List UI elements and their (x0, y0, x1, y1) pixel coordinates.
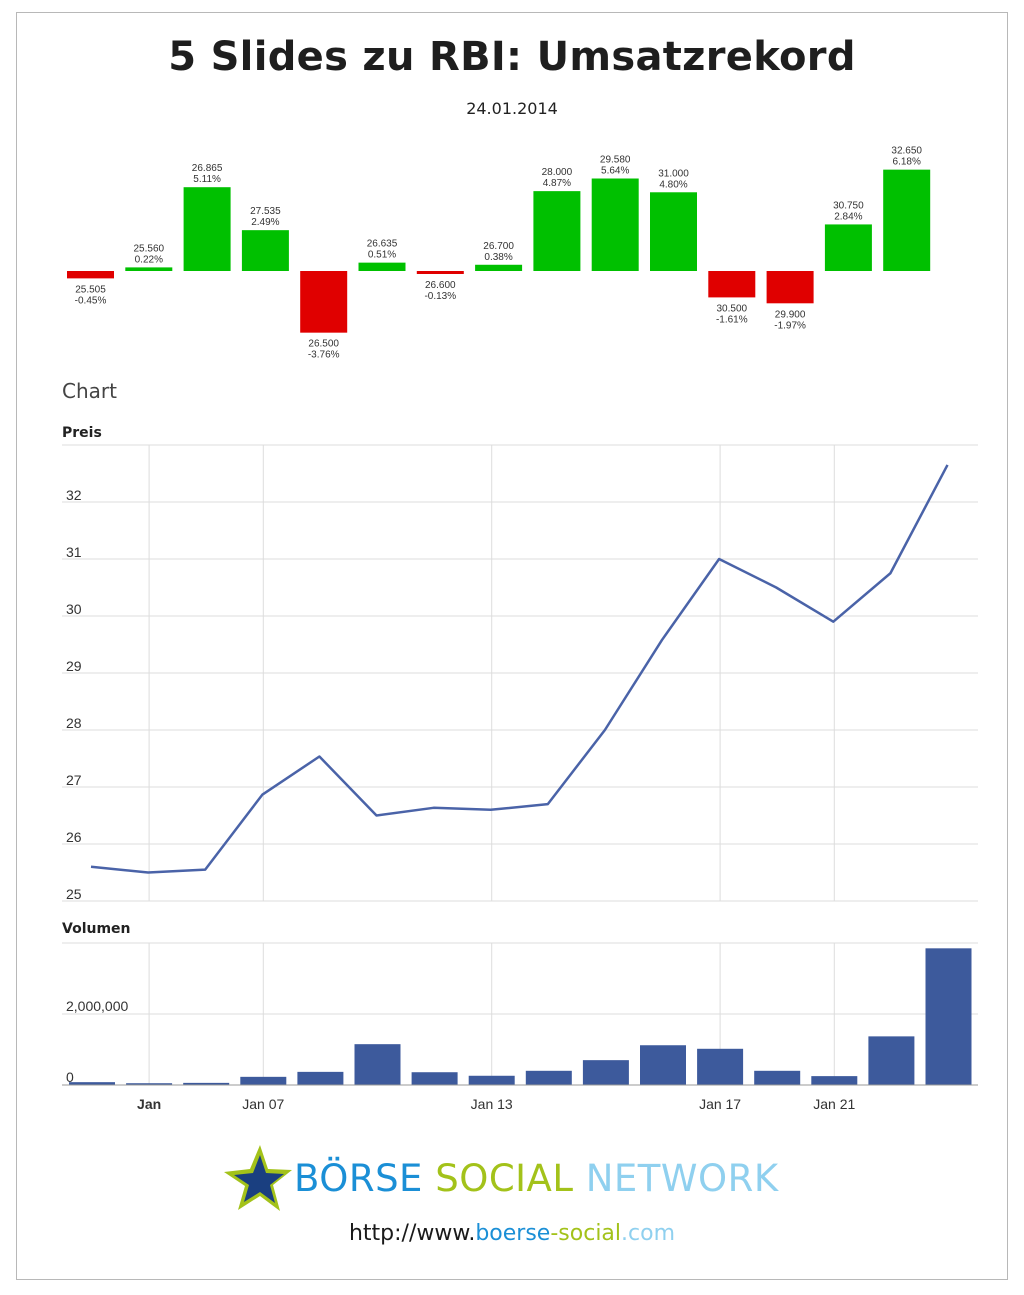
change-pct-label: 0.22% (135, 254, 163, 265)
volume-bar (183, 1082, 230, 1085)
section-label: Chart (62, 379, 117, 403)
x-tick-label: Jan 17 (699, 1096, 741, 1112)
volume-bar (354, 1044, 401, 1085)
url-part-1: http://www. (348, 1221, 476, 1246)
change-pct-label: 4.87% (543, 178, 571, 189)
page-frame (16, 12, 1008, 1280)
change-bar (300, 271, 348, 333)
price-chart: Preis 25 26 27 28 29 30 31 32 Volumen 2,000,000 0 Ja… (62, 425, 978, 1112)
change-bar (533, 191, 581, 271)
logo-wordmark: BÖRSE SOCIAL NETWORK (294, 1157, 779, 1200)
change-pct-label: 2.84% (834, 211, 862, 222)
change-bar (650, 192, 697, 271)
change-bar (883, 169, 931, 271)
x-tick-label: Jan 21 (813, 1096, 855, 1112)
volume-bar (697, 1048, 744, 1085)
volume-bar (126, 1083, 173, 1085)
volume-bar (582, 1060, 629, 1085)
brand-logo: BÖRSE SOCIAL NETWORK (222, 1143, 802, 1215)
change-pct-label: -1.97% (774, 320, 806, 331)
change-bar (67, 271, 114, 279)
volume-bar (868, 1036, 915, 1085)
change-price-label: 32.650 (891, 146, 922, 157)
url-part-2: boerse (475, 1221, 551, 1246)
change-pct-label: -0.13% (424, 291, 456, 302)
change-bar (475, 264, 523, 271)
change-bar (708, 271, 756, 298)
change-pct-label: -3.76% (308, 350, 340, 361)
change-bar (824, 224, 872, 271)
volume-bar (925, 948, 972, 1085)
logo-word-2: SOCIAL (435, 1157, 574, 1200)
volume-bar (69, 1082, 115, 1085)
change-pct-label: 2.49% (251, 217, 279, 228)
change-price-label: 29.580 (600, 155, 631, 166)
price-y-tick-label: 27 (66, 772, 82, 788)
page-date: 24.01.2014 (466, 99, 558, 118)
price-y-tick-label: 31 (66, 544, 82, 560)
change-price-label: 26.635 (367, 239, 398, 250)
change-price-label: 29.900 (775, 309, 806, 320)
change-price-label: 28.000 (542, 167, 573, 178)
volume-bar (525, 1070, 572, 1085)
change-price-label: 26.500 (308, 339, 339, 350)
change-bar (183, 187, 231, 271)
volume-bar (297, 1071, 344, 1085)
price-y-tick-label: 26 (66, 829, 82, 845)
star-icon (224, 1145, 292, 1211)
price-y-tick-label: 28 (66, 715, 82, 731)
change-bar (358, 262, 406, 271)
volume-bar (811, 1076, 858, 1085)
price-y-tick-label: 30 (66, 601, 82, 617)
price-y-tick-label: 32 (66, 487, 82, 503)
volume-bar (468, 1075, 515, 1085)
url-part-4: .com (621, 1221, 676, 1246)
change-price-label: 26.865 (192, 163, 223, 174)
change-pct-label: 5.64% (601, 166, 629, 177)
change-pct-label: 6.18% (893, 157, 921, 168)
volume-bar (754, 1070, 801, 1085)
page-title: 5 Slides zu RBI: Umsatzrekord (168, 34, 856, 80)
change-price-label: 31.000 (658, 168, 689, 179)
change-bar (591, 178, 639, 271)
price-y-tick-label: 29 (66, 658, 82, 674)
change-pct-label: 5.11% (193, 174, 221, 185)
change-price-label: 25.560 (134, 243, 165, 254)
change-pct-label: -0.45% (75, 295, 107, 306)
volume-panel-title: Volumen (62, 921, 131, 937)
change-pct-label: 0.51% (368, 250, 396, 261)
change-bar (125, 267, 173, 271)
change-pct-label: 4.80% (659, 179, 687, 190)
logo-word-1: BÖRSE (294, 1157, 423, 1200)
change-price-label: 27.535 (250, 206, 281, 217)
url-part-3: -social (550, 1221, 622, 1246)
volume-y-tick-label: 2,000,000 (66, 998, 128, 1014)
change-price-label: 30.750 (833, 200, 864, 211)
change-bar (766, 271, 814, 304)
change-price-label: 26.700 (483, 241, 514, 252)
change-pct-label: -1.61% (716, 314, 748, 325)
change-pct-label: 0.38% (484, 252, 512, 263)
volume-bar (640, 1045, 686, 1085)
logo-word-3: NETWORK (585, 1157, 779, 1200)
volume-bar (411, 1072, 458, 1085)
price-line (90, 464, 949, 874)
price-panel-title: Preis (62, 425, 102, 441)
change-price-label: 26.600 (425, 280, 456, 291)
website-url[interactable]: http://www.boerse-social.com (0, 1221, 1024, 1246)
x-tick-label: Jan (137, 1096, 161, 1112)
price-y-tick-label: 25 (66, 886, 82, 902)
change-bar (416, 271, 464, 274)
change-price-label: 30.500 (717, 303, 748, 314)
change-bar (241, 230, 289, 271)
change-price-label: 25.505 (75, 284, 106, 295)
volume-bar (240, 1076, 287, 1085)
volume-y-tick-label: 0 (66, 1069, 74, 1085)
x-tick-label: Jan 07 (242, 1096, 284, 1112)
x-tick-label: Jan 13 (471, 1096, 513, 1112)
